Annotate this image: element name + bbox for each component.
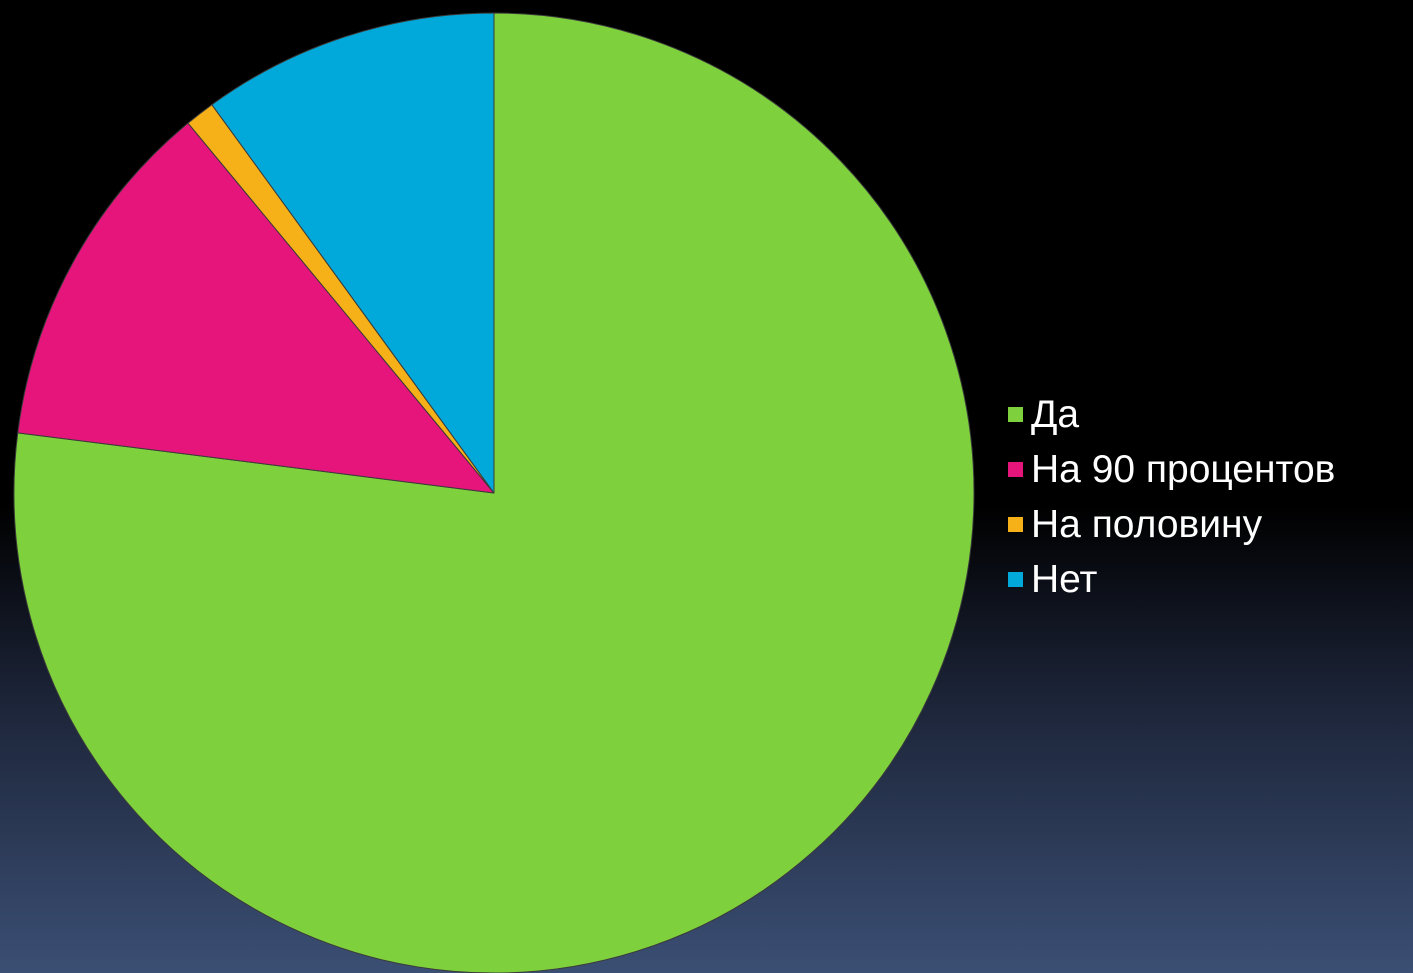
legend-label-da: Да: [1031, 393, 1080, 436]
chart-legend: Да На 90 процентов На половину Нет: [1008, 387, 1408, 607]
pie-slice-net: [211, 12, 495, 494]
legend-item-90-percent: На 90 процентов: [1008, 442, 1408, 497]
legend-item-half: На половину: [1008, 497, 1408, 552]
pie-slice-90-percent: [17, 122, 495, 494]
legend-swatch-half: [1008, 517, 1023, 532]
legend-swatch-net: [1008, 572, 1023, 587]
legend-item-net: Нет: [1008, 552, 1408, 607]
legend-item-da: Да: [1008, 387, 1408, 442]
legend-swatch-da: [1008, 407, 1023, 422]
pie-slices: [13, 12, 975, 973]
legend-swatch-90-percent: [1008, 462, 1023, 477]
legend-label-90-percent: На 90 процентов: [1031, 448, 1336, 491]
legend-label-net: Нет: [1031, 558, 1098, 601]
legend-label-half: На половину: [1031, 503, 1263, 546]
